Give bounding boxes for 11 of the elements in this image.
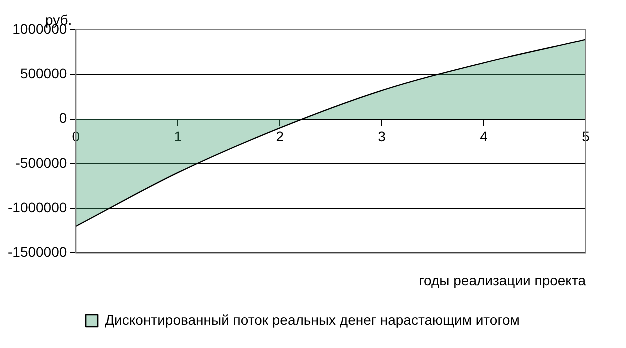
y-tick-label: 0 [59, 110, 68, 126]
x-tick-label: 4 [480, 128, 488, 145]
legend-label: Дисконтированный поток реальных денег нарастающим итогом [105, 312, 520, 328]
x-axis-title: годы реализации проекта [419, 272, 586, 288]
x-tick-label: 2 [276, 128, 284, 145]
y-tick-label: 500000 [20, 66, 68, 82]
x-tick-label: 1 [174, 128, 182, 145]
y-tick-label: -1000000 [8, 199, 68, 216]
y-tick-label: -500000 [16, 154, 68, 171]
x-tick-label: 3 [378, 128, 386, 145]
y-tick-label: -1500000 [8, 244, 68, 260]
